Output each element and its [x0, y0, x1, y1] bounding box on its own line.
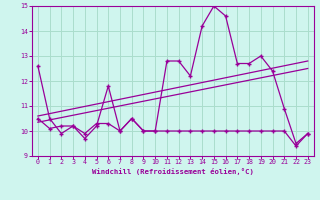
X-axis label: Windchill (Refroidissement éolien,°C): Windchill (Refroidissement éolien,°C) [92, 168, 254, 175]
